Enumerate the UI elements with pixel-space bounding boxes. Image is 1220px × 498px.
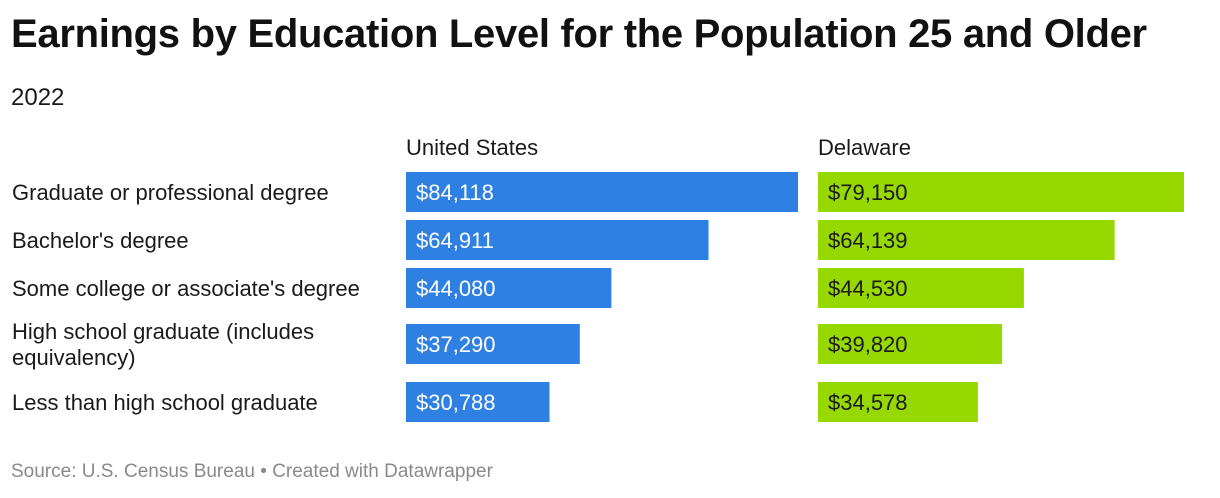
column-header-united-states: United States [406,135,539,160]
row-label: Some college or associate's degree [12,276,360,301]
footer: Source: U.S. Census Bureau • Created wit… [11,461,493,483]
row-label: Less than high school graduate [12,390,318,415]
bar-value-label: $34,578 [828,390,908,415]
bar-delaware[interactable] [818,220,1115,260]
row-label: High school graduate (includes equivalenc… [12,319,314,370]
bar-value-label: $39,820 [828,332,908,357]
bar-delaware[interactable] [818,382,978,422]
bar-delaware[interactable] [818,324,1003,364]
datawrapper-credit[interactable]: Created with Datawrapper [272,461,493,482]
bar-united-states[interactable] [406,324,580,364]
bar-value-label: $79,150 [828,180,908,205]
chart-subtitle: 2022 [11,84,65,111]
column-header-delaware: Delaware [818,135,911,160]
bar-delaware[interactable] [818,268,1024,308]
row-label: Graduate or professional degree [12,180,329,205]
bar-united-states[interactable] [406,172,798,212]
bar-united-states[interactable] [406,220,709,260]
bar-value-label: $84,118 [416,180,494,205]
footer-separator: • [260,461,267,482]
row-label: Bachelor's degree [12,228,189,253]
bar-united-states[interactable] [406,382,550,422]
bar-delaware[interactable] [818,172,1184,212]
chart-title: Earnings by Education Level for the Popu… [11,12,1147,56]
bar-value-label: $64,911 [416,228,494,253]
bar-united-states[interactable] [406,268,612,308]
source-note: Source: U.S. Census Bureau [11,461,255,482]
bar-value-label: $44,080 [416,276,496,301]
bar-value-label: $44,530 [828,276,908,301]
bar-value-label: $64,139 [828,228,908,253]
bar-value-label: $30,788 [416,390,496,415]
bar-value-label: $37,290 [416,332,496,357]
